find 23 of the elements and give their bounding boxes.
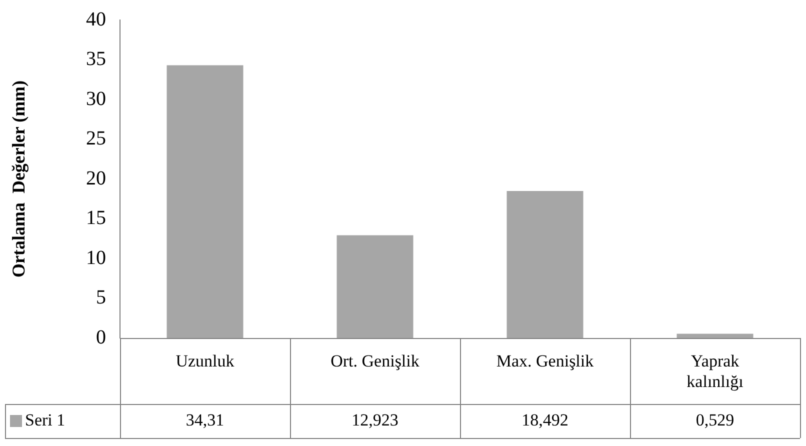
data-label: 12,923 xyxy=(352,410,398,430)
data-label: 0,529 xyxy=(696,410,734,430)
x-tick-label: Ort. Genişlik xyxy=(330,352,420,371)
y-axis-title: Ortalama Değerler (mm) xyxy=(8,80,28,278)
bar xyxy=(676,334,754,338)
bar xyxy=(506,190,584,338)
y-tick-label: 40 xyxy=(86,8,106,30)
bar xyxy=(166,65,244,338)
y-tick-label: 25 xyxy=(86,128,106,150)
y-tick-label: 15 xyxy=(86,207,106,229)
legend-label: Seri 1 xyxy=(25,410,66,430)
bar xyxy=(336,235,414,338)
y-tick-label: 10 xyxy=(86,246,106,269)
x-tick-label: Max. Genişlik xyxy=(496,352,594,371)
data-label: 18,492 xyxy=(522,410,568,430)
y-tick-label: 30 xyxy=(86,88,106,110)
y-tick-label: 20 xyxy=(86,167,106,190)
x-tick-label: Uzunluk xyxy=(176,352,235,371)
data-label: 34,31 xyxy=(186,410,224,430)
x-tick-label: Yaprak kalınlığı xyxy=(686,352,744,392)
y-tick-label: 0 xyxy=(96,326,106,348)
y-tick-label: 35 xyxy=(86,48,106,70)
y-tick-label: 5 xyxy=(96,286,106,308)
